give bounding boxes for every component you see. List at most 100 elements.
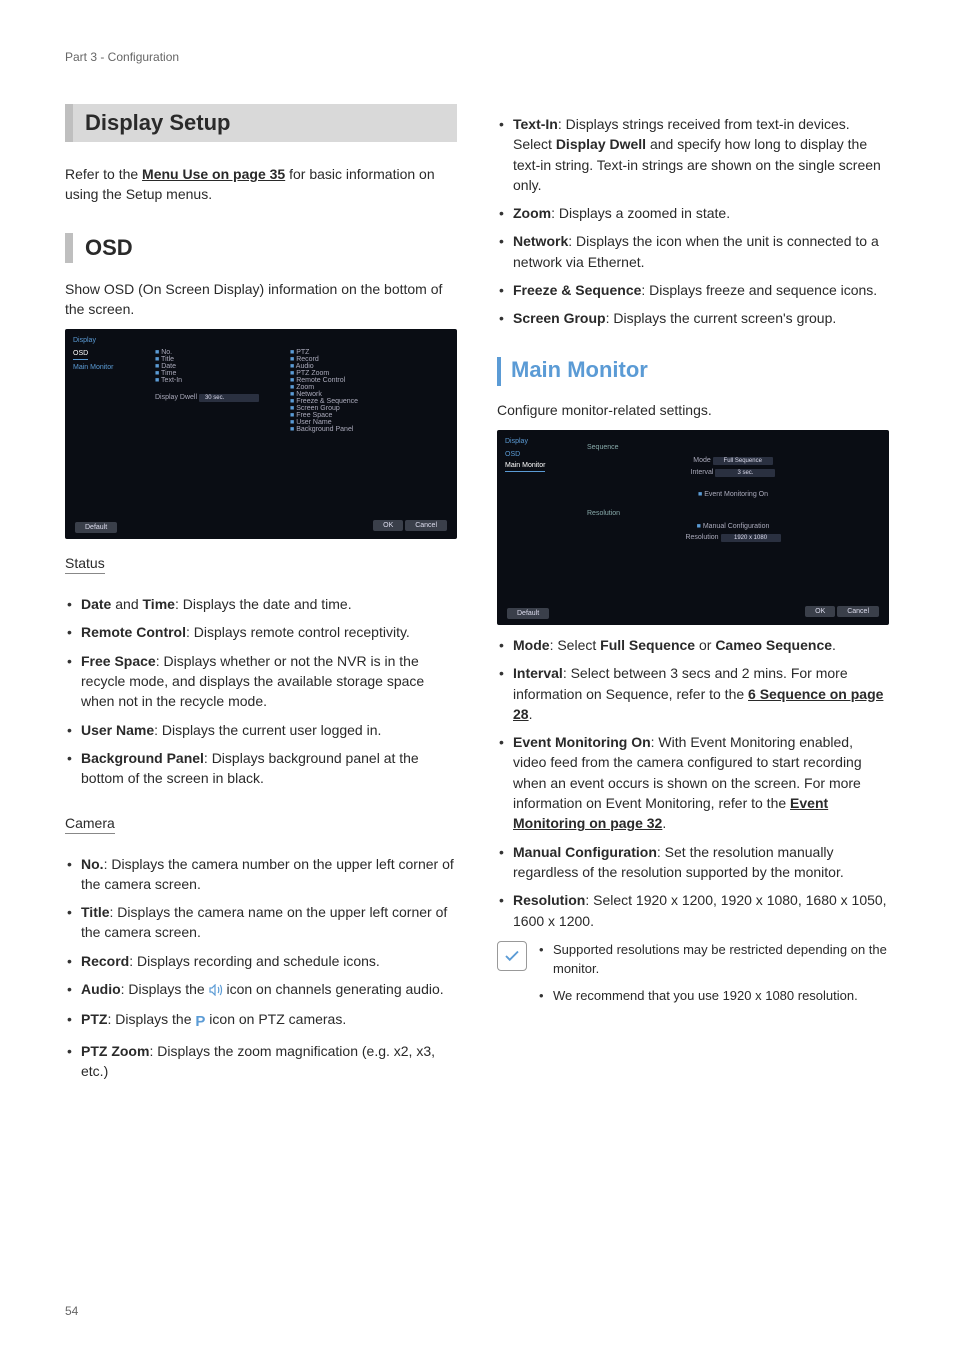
t-remote: : Displays remote control receptivity.	[186, 624, 410, 640]
note-line1: Supported resolutions may be restricted …	[537, 941, 889, 979]
mb-interval: Interval: Select between 3 secs and 2 mi…	[497, 663, 889, 724]
b-zoom: Zoom	[513, 205, 551, 221]
rt-screengroup: Screen Group: Displays the current scree…	[497, 308, 889, 328]
b-network: Network	[513, 233, 568, 249]
status-subheading: Status	[65, 555, 105, 574]
camera-ptz: PTZ: Displays the P icon on PTZ cameras.	[65, 1009, 457, 1033]
osd-screenshot: Display OSD Main Monitor No. Title Date …	[65, 329, 457, 539]
t-mode-mid: or	[695, 637, 715, 653]
shot2-row1: Mode Full Sequence	[587, 457, 879, 465]
shot2-row2: Interval 3 sec.	[587, 469, 879, 477]
shot2-title: Display	[505, 438, 575, 445]
t-user: : Displays the current user logged in.	[154, 722, 381, 738]
shot1-r8: Screen Group	[290, 405, 358, 412]
status-freespace: Free Space: Displays whether or not the …	[65, 651, 457, 712]
shot1-r3: PTZ Zoom	[290, 370, 358, 377]
status-remote: Remote Control: Displays remote control …	[65, 622, 457, 642]
shot1-cancel-button: Cancel	[405, 520, 447, 531]
b-remote: Remote Control	[81, 624, 186, 640]
b-record: Record	[81, 953, 129, 969]
mb-resolution: Resolution: Select 1920 x 1200, 1920 x 1…	[497, 890, 889, 931]
camera-title: Title: Displays the camera name on the u…	[65, 902, 457, 943]
b-dwell: Display Dwell	[556, 136, 646, 152]
t-record: : Displays recording and schedule icons.	[129, 953, 380, 969]
shot1-default-button: Default	[75, 522, 117, 533]
camera-ptzzoom: PTZ Zoom: Displays the zoom magnificatio…	[65, 1041, 457, 1082]
mb-mode: Mode: Select Full Sequence or Cameo Sequ…	[497, 635, 889, 655]
t-no: : Displays the camera number on the uppe…	[81, 856, 454, 892]
t-datetime: : Displays the date and time.	[175, 596, 352, 612]
rt-freeze: Freeze & Sequence: Displays freeze and s…	[497, 280, 889, 300]
shot2-side-osd: OSD	[505, 451, 575, 458]
b-eventmon: Event Monitoring On	[513, 734, 651, 750]
rt-textin: Text-In: Displays strings received from …	[497, 114, 889, 195]
left-column: Display Setup Refer to the Menu Use on p…	[65, 104, 457, 1092]
t-interval-post: .	[529, 706, 533, 722]
b-textin: Text-In	[513, 116, 558, 132]
intro-paragraph: Refer to the Menu Use on page 35 for bas…	[65, 164, 457, 205]
b-audio: Audio	[81, 981, 121, 997]
b-time: Time	[143, 596, 175, 612]
shot2-chk2: Manual Configuration	[587, 523, 879, 530]
shot1-ok-button: OK	[373, 520, 403, 531]
shot1-r4: Remote Control	[290, 377, 358, 384]
main-monitor-screenshot: Display OSD Main Monitor Sequence Mode F…	[497, 430, 889, 625]
osd-heading: OSD	[65, 233, 457, 263]
status-list: Date and Time: Displays the date and tim…	[65, 594, 457, 788]
shot1-r11: Background Panel	[290, 426, 358, 433]
main-intro: Configure monitor-related settings.	[497, 400, 889, 420]
t-sg: : Displays the current screen's group.	[606, 310, 837, 326]
shot2-default-button: Default	[507, 608, 549, 619]
shot1-r2: Audio	[290, 363, 358, 370]
menu-use-link[interactable]: Menu Use on page 35	[142, 166, 285, 182]
shot2-row3: Resolution 1920 x 1080	[587, 534, 879, 542]
shot1-r10: User Name	[290, 419, 358, 426]
b-no: No.	[81, 856, 104, 872]
t-freeze: : Displays freeze and sequence icons.	[641, 282, 877, 298]
shot1-l0: No.	[155, 349, 259, 356]
page-number: 54	[65, 1304, 78, 1318]
b-title: Title	[81, 904, 110, 920]
b-fullseq: Full Sequence	[600, 637, 695, 653]
b-cameo: Cameo Sequence	[715, 637, 832, 653]
b-ptzzoom: PTZ Zoom	[81, 1043, 149, 1059]
shot1-r5: Zoom	[290, 384, 358, 391]
shot1-mid: Display Dwell 30 sec.	[155, 394, 259, 402]
check-icon	[497, 941, 527, 971]
shot2-row1-l: Mode	[693, 457, 711, 464]
rt-zoom: Zoom: Displays a zoomed in state.	[497, 203, 889, 223]
rt-network: Network: Displays the icon when the unit…	[497, 231, 889, 272]
shot1-title: Display	[73, 337, 143, 344]
t-zoom: : Displays a zoomed in state.	[551, 205, 730, 221]
shot1-r6: Network	[290, 391, 358, 398]
display-setup-heading: Display Setup	[65, 104, 457, 142]
note-line2: We recommend that you use 1920 x 1080 re…	[537, 987, 889, 1006]
shot2-row1-v: Full Sequence	[713, 457, 773, 465]
status-username: User Name: Displays the current user log…	[65, 720, 457, 740]
osd-intro: Show OSD (On Screen Display) information…	[65, 279, 457, 320]
b-freeze: Freeze & Sequence	[513, 282, 641, 298]
shot1-r9: Free Space	[290, 412, 358, 419]
shot2-side-main: Main Monitor	[505, 462, 545, 472]
b-sg: Screen Group	[513, 310, 606, 326]
main-monitor-heading: Main Monitor	[497, 357, 658, 386]
b-user: User Name	[81, 722, 154, 738]
shot2-ok-button: OK	[805, 606, 835, 617]
t-audio-post: icon on channels generating audio.	[223, 981, 444, 997]
status-bgpanel: Background Panel: Displays background pa…	[65, 748, 457, 789]
shot1-r1: Record	[290, 356, 358, 363]
shot2-row3-l: Resolution	[685, 534, 718, 541]
part-header: Part 3 - Configuration	[65, 50, 889, 64]
shot1-mid-label: Display Dwell	[155, 394, 197, 401]
shot1-l3: Time	[155, 370, 259, 377]
right-column: Text-In: Displays strings received from …	[497, 104, 889, 1092]
status-date-time: Date and Time: Displays the date and tim…	[65, 594, 457, 614]
shot1-side-main: Main Monitor	[73, 364, 143, 371]
mb-manualconfig: Manual Configuration: Set the resolution…	[497, 842, 889, 883]
right-top-list: Text-In: Displays strings received from …	[497, 114, 889, 329]
main-bullets: Mode: Select Full Sequence or Cameo Sequ…	[497, 635, 889, 931]
b-res: Resolution	[513, 892, 585, 908]
intro-pre: Refer to the	[65, 166, 142, 182]
shot2-chk1: Event Monitoring On	[587, 491, 879, 498]
shot1-l1: Title	[155, 356, 259, 363]
